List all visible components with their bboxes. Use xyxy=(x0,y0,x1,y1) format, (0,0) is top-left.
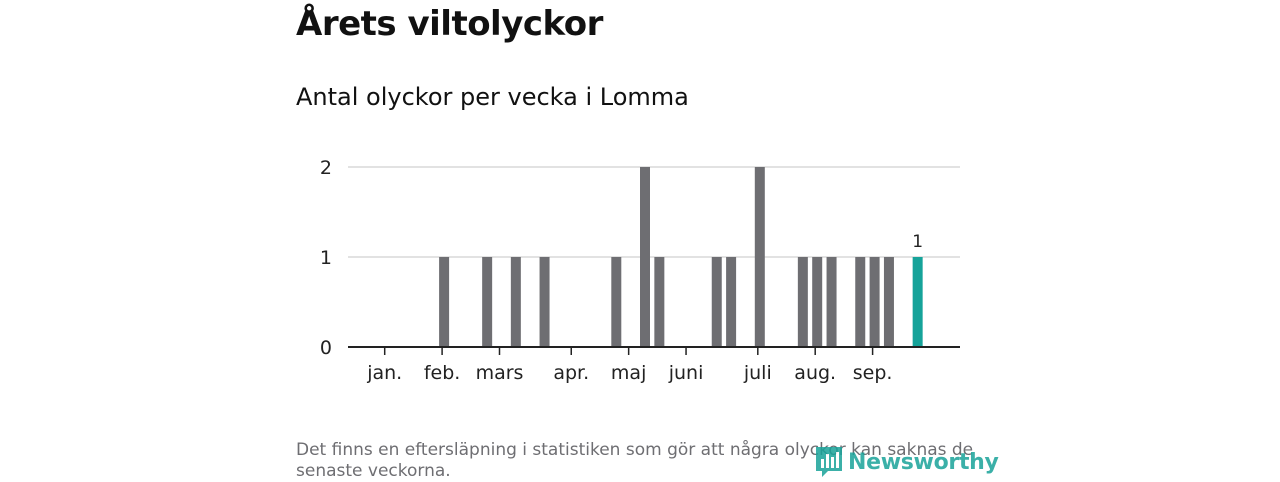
y-tick-label: 0 xyxy=(320,337,332,359)
x-tick-label: juni xyxy=(668,362,704,384)
bar-chart: 0 1 2 1 jan. feb. mars apr. maj juni juli aug. sep. xyxy=(320,157,960,384)
bar xyxy=(711,257,722,347)
y-tick-label: 1 xyxy=(320,247,332,269)
bar xyxy=(812,257,823,347)
bar xyxy=(883,257,894,347)
x-tick-label: apr. xyxy=(553,362,589,384)
x-tick-label: aug. xyxy=(794,362,836,384)
bar xyxy=(726,257,737,347)
brand-name: Newsworthy xyxy=(848,449,999,475)
x-tick-label: juli xyxy=(743,362,772,384)
x-tick-label: jan. xyxy=(366,362,402,384)
bar xyxy=(640,167,650,347)
newsworthy-logo-icon xyxy=(816,447,842,477)
bar xyxy=(654,257,665,347)
chart-subtitle: Antal olyckor per vecka i Lomma xyxy=(296,83,689,111)
brand-logo[interactable]: Newsworthy xyxy=(814,445,999,479)
bar xyxy=(611,257,622,347)
x-tick-label: maj xyxy=(611,362,646,384)
page-title: Årets viltolyckor xyxy=(296,4,603,44)
bar xyxy=(482,257,493,347)
bar xyxy=(539,257,550,347)
y-tick-label: 2 xyxy=(320,157,332,179)
data-label: 1 xyxy=(912,232,923,252)
bar xyxy=(754,167,765,347)
bar-highlight xyxy=(912,257,923,347)
bar xyxy=(510,257,521,347)
x-tick-label: sep. xyxy=(853,362,893,384)
footnote: Det finns en eftersläpning i statistiken… xyxy=(296,440,974,481)
bar xyxy=(869,257,880,347)
bar xyxy=(439,257,450,347)
x-tick-label: feb. xyxy=(424,362,460,384)
bar xyxy=(855,257,866,347)
x-tick-label: mars xyxy=(476,362,524,384)
bar xyxy=(826,257,837,347)
bar xyxy=(797,257,808,347)
